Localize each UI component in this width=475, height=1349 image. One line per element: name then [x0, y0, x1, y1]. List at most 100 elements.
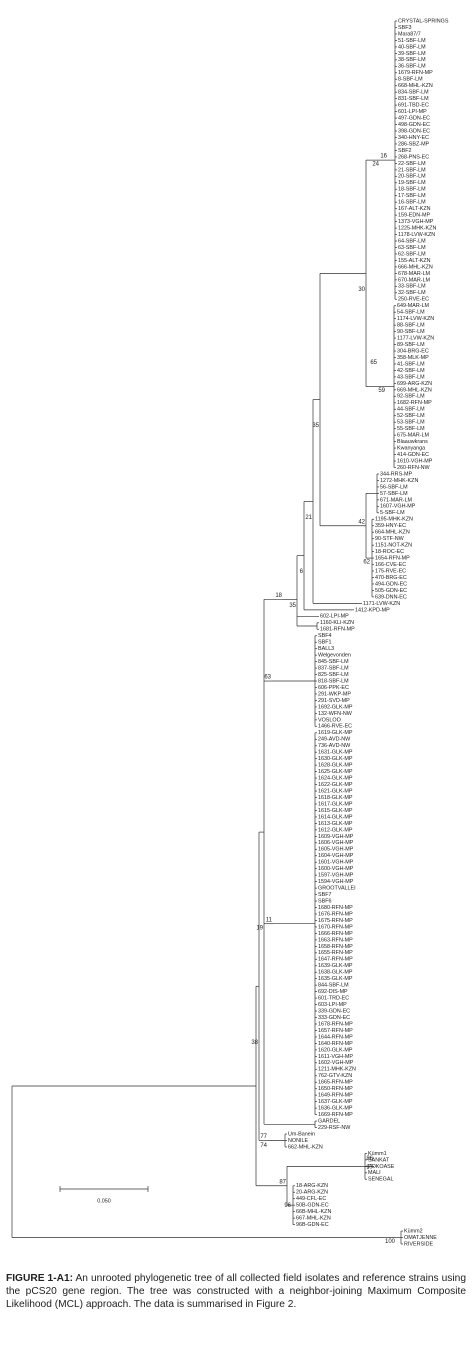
leaf-label: 671-MAR-LM [380, 497, 413, 503]
leaf-label: 1618-GLK-MP [318, 795, 353, 801]
leaf-label: 736-AVD-NW [318, 743, 351, 749]
leaf-label: 250-RVE-EC [398, 297, 429, 303]
leaf-label: 36-SBF-LM [398, 64, 426, 70]
leaf-label: 1678-RFN-MP [318, 1021, 353, 1027]
leaf-label: MALI [368, 1170, 381, 1176]
leaf-label: 649-MAR-LM [397, 303, 430, 309]
leaf-label: 1604-VGH-MP [318, 853, 354, 859]
leaf-label: 1272-MHK-KZN [380, 478, 418, 484]
caption-label: FIGURE 1-A1: [6, 1273, 74, 1284]
leaf-label: 1676-RFN-MP [318, 911, 353, 917]
leaf-label: 1622-GLK-MP [318, 782, 353, 788]
leaf-label: Kümm1 [368, 1151, 387, 1157]
leaf-label: 692-DIS-MP [318, 989, 348, 995]
leaf-label: 1617-GLK-MP [318, 801, 353, 807]
leaf-label: 38-SBF-LM [398, 57, 426, 63]
bootstrap-value: 11 [266, 917, 273, 923]
bootstrap-value: 18 [275, 593, 282, 599]
leaf-label: 1619-GLK-MP [318, 730, 353, 736]
leaf-label: 494-GDN-EC [375, 581, 407, 587]
leaf-label: 175-RVE-EC [375, 568, 406, 574]
leaf-label: 50B-GDN-EC [296, 1203, 329, 1209]
leaf-label: Um-Banein [288, 1131, 315, 1137]
leaf-label: 66B-MHL-KZN [296, 1209, 331, 1215]
leaf-label: 1636-GLK-MP [318, 1106, 353, 1112]
leaf-label: 1607-VGH-MP [380, 504, 416, 510]
leaf-label: 62-SBF-LM [398, 251, 426, 257]
bootstrap-value: 16 [380, 154, 387, 160]
leaf-label: 1615-GLK-MP [318, 808, 353, 814]
leaf-label: 92-SBF-LM [397, 394, 425, 400]
leaf-label: 291-WKP-MP [318, 691, 351, 697]
leaf-label: 8-SBF-LM [398, 77, 423, 83]
leaf-label: 53-SBF-LM [397, 420, 425, 426]
leaf-label: 1602-VGH-MP [318, 1060, 354, 1066]
leaf-label: 1624-GLK-MP [318, 776, 353, 782]
leaf-label: 1647-RFN-MP [318, 957, 353, 963]
leaf-label: 669-MHL-KZN [397, 387, 432, 393]
leaf-label: 668-MHL-KZN [398, 83, 433, 89]
leaf-label: 42-SBF-LM [397, 368, 425, 374]
leaf-label: 699-ARG-KZN [397, 381, 432, 387]
leaf-label: 63-SBF-LM [398, 245, 426, 251]
leaf-label: 1669-RFN-MP [318, 1112, 353, 1118]
leaf-label: 670-MAR-LM [398, 277, 431, 283]
leaf-label: 1174-LVW-KZN [397, 316, 434, 322]
leaf-label: 51-SBF-LM [398, 38, 426, 44]
leaf-label: 1600-VGH-MP [318, 866, 354, 872]
leaf-label: 667-MHL-KZN [296, 1216, 331, 1222]
leaf-label: 1605-VGH-MP [318, 847, 354, 853]
leaf-label: 17-SBF-LM [398, 193, 426, 199]
leaf-label: 333-GDN-EC [318, 1015, 350, 1021]
leaf-label: 18-ROC-EC [375, 549, 404, 555]
leaf-label: 1680-RFN-MP [318, 905, 353, 911]
leaf-label: 22-SBF-LM [398, 161, 426, 167]
leaf-label: SANKAT [368, 1157, 390, 1163]
leaf-label: 159-EDN-MP [398, 213, 430, 219]
leaf-label: 1620-GLK-MP [318, 1047, 353, 1053]
leaf-label: 1675-RFN-MP [318, 918, 353, 924]
leaf-label: Blaauwkrans [397, 439, 428, 445]
leaf-label: SBF7 [318, 892, 331, 898]
leaf-label: 844-SBF-LM [318, 983, 349, 989]
leaf-label: Kwanyanga [397, 446, 425, 452]
leaf-label: 1654-RFN-MP [375, 556, 410, 562]
leaf-label: 339-GDN-EC [318, 1008, 350, 1014]
leaf-label: 1611-VGH-MP [318, 1054, 353, 1060]
leaf-label: 32-SBF-LM [398, 290, 426, 296]
leaf-label: 601-LPI-MP [398, 109, 427, 115]
leaf-label: 268-PNS-EC [398, 154, 429, 160]
leaf-label: Mara87/7 [398, 31, 421, 37]
leaf-label: 155-ALT-KZN [398, 258, 431, 264]
figure-caption: FIGURE 1-A1: An unrooted phylogenetic tr… [6, 1272, 466, 1311]
leaf-label: 57-SBF-LM [380, 491, 408, 497]
leaf-label: 56-SBF-LM [380, 484, 408, 490]
leaf-label: 52-SBF-LM [397, 413, 425, 419]
leaf-label: 1631-GLK-MP [318, 750, 353, 756]
leaf-label: 1614-GLK-MP [318, 814, 353, 820]
bootstrap-value: 74 [260, 1143, 267, 1149]
leaf-label: SBF2 [398, 148, 411, 154]
leaf-label: 43-SBF-LM [397, 374, 425, 380]
leaf-label: 167-ALT-KZN [398, 206, 431, 212]
leaf-label: 834-SBF-LM [398, 90, 429, 96]
leaf-label: 1637-GLK-MP [318, 1099, 353, 1105]
leaf-label: 39-SBF-LM [398, 51, 426, 57]
leaf-label: 1211-MHK-KZN [318, 1067, 356, 1073]
leaf-label: 344-RRS-MP [380, 471, 412, 477]
bootstrap-value: 62 [363, 560, 370, 566]
bootstrap-value: 77 [260, 1134, 267, 1140]
leaf-label: 601-TRD-EC [318, 996, 349, 1002]
leaf-label: 449-CFL-EC [296, 1196, 326, 1202]
leaf-label: 414-GDN-EC [397, 452, 429, 458]
leaf-label: 497-GDN-EC [398, 115, 430, 121]
bootstrap-value: 6 [300, 569, 304, 575]
leaf-label: 21-SBF-LM [398, 167, 426, 173]
leaf-label: 1658-RFN-MP [318, 944, 353, 950]
leaf-label: 286-SBZ-MP [398, 141, 430, 147]
leaf-label: 837-SBF-LM [318, 666, 349, 672]
leaf-label: 1177-LVW-KZN [397, 335, 434, 341]
bootstrap-value: 100 [385, 1239, 396, 1245]
leaf-label: BALL3 [318, 646, 334, 652]
